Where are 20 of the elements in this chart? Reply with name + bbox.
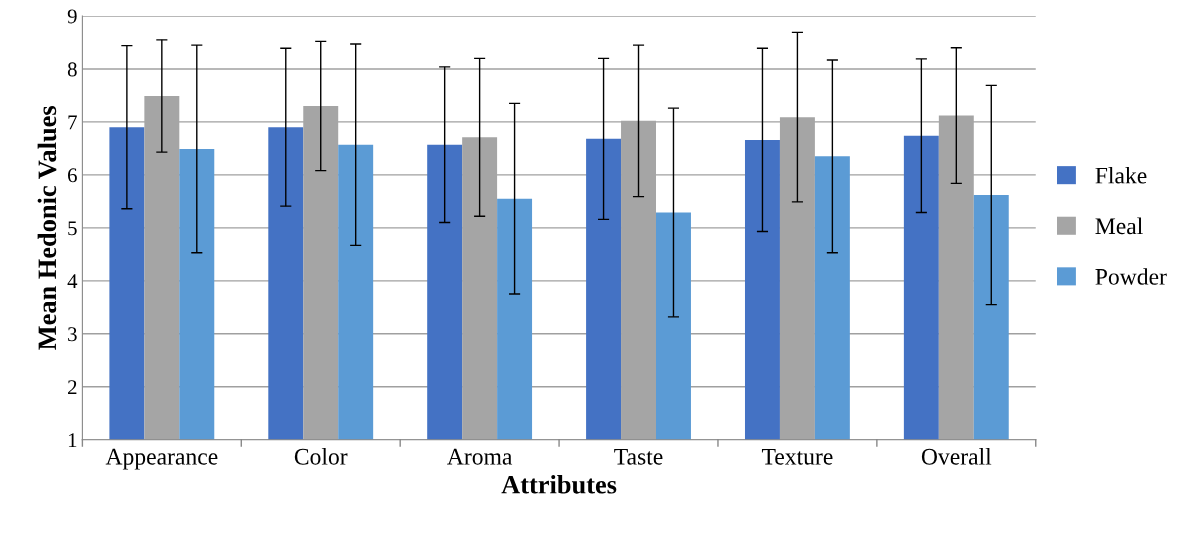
x-axis-title: Attributes (501, 475, 617, 494)
y-tick-label: 8 (67, 62, 77, 77)
y-tick-label: 9 (67, 9, 77, 24)
y-tick-label: 4 (67, 274, 78, 289)
legend-label: Flake (1095, 166, 1147, 184)
y-tick-label: 5 (68, 221, 77, 236)
y-tick-label: 6 (68, 168, 77, 183)
x-tick-label: Appearance (105, 448, 218, 470)
x-tick-label: Aroma (447, 448, 513, 465)
y-tick-label: 3 (68, 327, 77, 342)
x-tick-label: Texture (761, 448, 833, 465)
y-axis-title: Mean Hedonic Values (37, 106, 57, 350)
x-tick-label: Taste (614, 448, 663, 465)
x-tick-label: Color (294, 448, 348, 465)
x-tick-label: Overall (921, 448, 992, 465)
y-tick-label: 2 (68, 380, 77, 394)
y-tick-label: 1 (68, 433, 77, 447)
y-tick-label: 7 (68, 115, 77, 130)
legend-label: Powder (1095, 268, 1167, 285)
legend-label: Meal (1095, 217, 1143, 235)
